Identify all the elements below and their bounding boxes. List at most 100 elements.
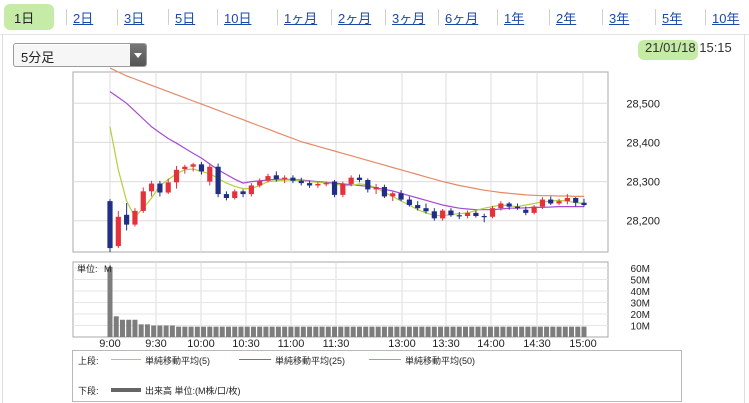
candle-body bbox=[423, 208, 429, 212]
candle-body bbox=[323, 183, 329, 185]
chevron-down-icon[interactable] bbox=[130, 44, 146, 66]
volume-bar bbox=[263, 326, 269, 337]
volume-bar bbox=[556, 326, 562, 337]
volume-bar bbox=[269, 326, 275, 337]
tab-2ヶ月[interactable]: 2ヶ月 bbox=[338, 11, 372, 26]
tab-1ヶ月[interactable]: 1ヶ月 bbox=[284, 11, 318, 26]
volume-bar bbox=[188, 326, 194, 337]
chart-panel bbox=[2, 34, 745, 403]
candle-body bbox=[539, 199, 546, 207]
tab-separator bbox=[497, 9, 498, 25]
tab-1年[interactable]: 1年 bbox=[504, 11, 525, 26]
volume-bar bbox=[244, 326, 250, 337]
volume-bar bbox=[107, 266, 113, 337]
volume-bar bbox=[344, 326, 350, 337]
time-tick-label: 9:00 bbox=[99, 338, 120, 350]
active-tab-highlight bbox=[4, 4, 54, 30]
candle-body bbox=[481, 216, 487, 218]
volume-bar bbox=[500, 326, 506, 337]
legend-upper-row: 上段: 単純移動平均(5) 単純移動平均(25) 単純移動平均(50) bbox=[73, 353, 673, 367]
volume-bar bbox=[369, 326, 375, 337]
tab-5年[interactable]: 5年 bbox=[662, 11, 683, 26]
time-tick-label: 10:30 bbox=[232, 338, 260, 350]
volume-bar bbox=[113, 316, 119, 337]
candle-body bbox=[415, 205, 421, 209]
legend-volume-label: 出来高 単位:(M株/口/枚) bbox=[145, 386, 241, 396]
candle-body bbox=[365, 180, 371, 190]
chart-datetime: 21/01/18 15:15 bbox=[645, 40, 732, 55]
volume-bar bbox=[257, 326, 263, 337]
volume-bar bbox=[394, 326, 400, 337]
volume-bar bbox=[375, 326, 381, 337]
candle-body bbox=[157, 183, 163, 193]
period-tab-bar: 1日 2日 3日 5日 10日 1ヶ月 2ヶ月 3ヶ月 6ヶ月 1年 2年 3年 5年 10年 bbox=[0, 0, 749, 35]
tab-separator bbox=[602, 9, 603, 25]
tab-2日[interactable]: 2日 bbox=[73, 11, 94, 26]
volume-bar bbox=[444, 326, 450, 337]
time-tick-label: 9:30 bbox=[145, 338, 166, 350]
volume-swatch bbox=[111, 388, 141, 392]
candle-body bbox=[514, 206, 521, 209]
candle-body bbox=[215, 166, 221, 195]
volume-bar bbox=[550, 326, 556, 337]
volume-tick-label: 60M bbox=[631, 264, 650, 275]
candle-body bbox=[573, 198, 579, 203]
candle-body bbox=[298, 180, 304, 184]
volume-bar bbox=[400, 326, 406, 337]
volume-bar bbox=[226, 326, 231, 337]
candle-body bbox=[473, 212, 479, 216]
volume-tick-label: 10M bbox=[631, 322, 650, 333]
candle-body bbox=[273, 175, 279, 180]
candle-body bbox=[564, 198, 570, 202]
volume-bar bbox=[138, 324, 144, 337]
tab-10年[interactable]: 10年 bbox=[712, 11, 740, 26]
tab-separator bbox=[385, 9, 386, 25]
volume-bar bbox=[469, 326, 475, 337]
volume-bar bbox=[381, 326, 387, 337]
candle-body bbox=[182, 166, 188, 170]
interval-select[interactable]: 5分足 bbox=[13, 43, 147, 67]
volume-bar bbox=[176, 326, 182, 337]
tab-separator bbox=[655, 9, 656, 25]
volume-bar bbox=[144, 324, 150, 337]
tab-3日[interactable]: 3日 bbox=[124, 11, 145, 26]
legend-ma25-label: 単純移動平均(25) bbox=[275, 356, 346, 366]
tab-1日[interactable]: 1日 bbox=[14, 11, 35, 26]
candle-body bbox=[290, 177, 296, 181]
volume-tick-label: 20M bbox=[631, 310, 650, 321]
volume-bar bbox=[207, 326, 213, 337]
volume-bar bbox=[512, 326, 518, 337]
candle-body bbox=[456, 215, 462, 217]
candle-body bbox=[115, 216, 121, 247]
tab-6ヶ月[interactable]: 6ヶ月 bbox=[445, 11, 479, 26]
tab-2年[interactable]: 2年 bbox=[556, 11, 577, 26]
volume-plot-area bbox=[72, 261, 609, 338]
volume-bar bbox=[569, 326, 575, 337]
candle-body bbox=[523, 209, 529, 213]
time-tick-label: 10:00 bbox=[187, 338, 215, 350]
tab-10日[interactable]: 10日 bbox=[224, 11, 252, 26]
volume-bar bbox=[356, 326, 362, 337]
volume-bar bbox=[219, 326, 225, 337]
ma25-swatch bbox=[239, 359, 271, 360]
volume-bar bbox=[307, 326, 313, 337]
candle-body bbox=[198, 164, 205, 172]
candle-body bbox=[165, 182, 171, 193]
tab-3年[interactable]: 3年 bbox=[609, 11, 630, 26]
tab-3ヶ月[interactable]: 3ヶ月 bbox=[392, 11, 426, 26]
chart-time: 15:15 bbox=[699, 40, 732, 55]
tab-separator bbox=[277, 9, 278, 25]
tab-separator bbox=[549, 9, 550, 25]
ma5-line bbox=[109, 126, 585, 218]
volume-bar bbox=[419, 326, 425, 337]
volume-bar bbox=[332, 326, 338, 337]
volume-bar bbox=[531, 326, 537, 337]
volume-bar bbox=[182, 326, 188, 337]
time-tick-label: 13:00 bbox=[388, 338, 416, 350]
volume-bar bbox=[163, 325, 169, 337]
volume-bar bbox=[581, 326, 587, 337]
candle-body bbox=[265, 176, 271, 181]
tab-5日[interactable]: 5日 bbox=[175, 11, 196, 26]
ma50-swatch bbox=[369, 359, 401, 360]
time-tick-label: 11:00 bbox=[278, 338, 305, 350]
